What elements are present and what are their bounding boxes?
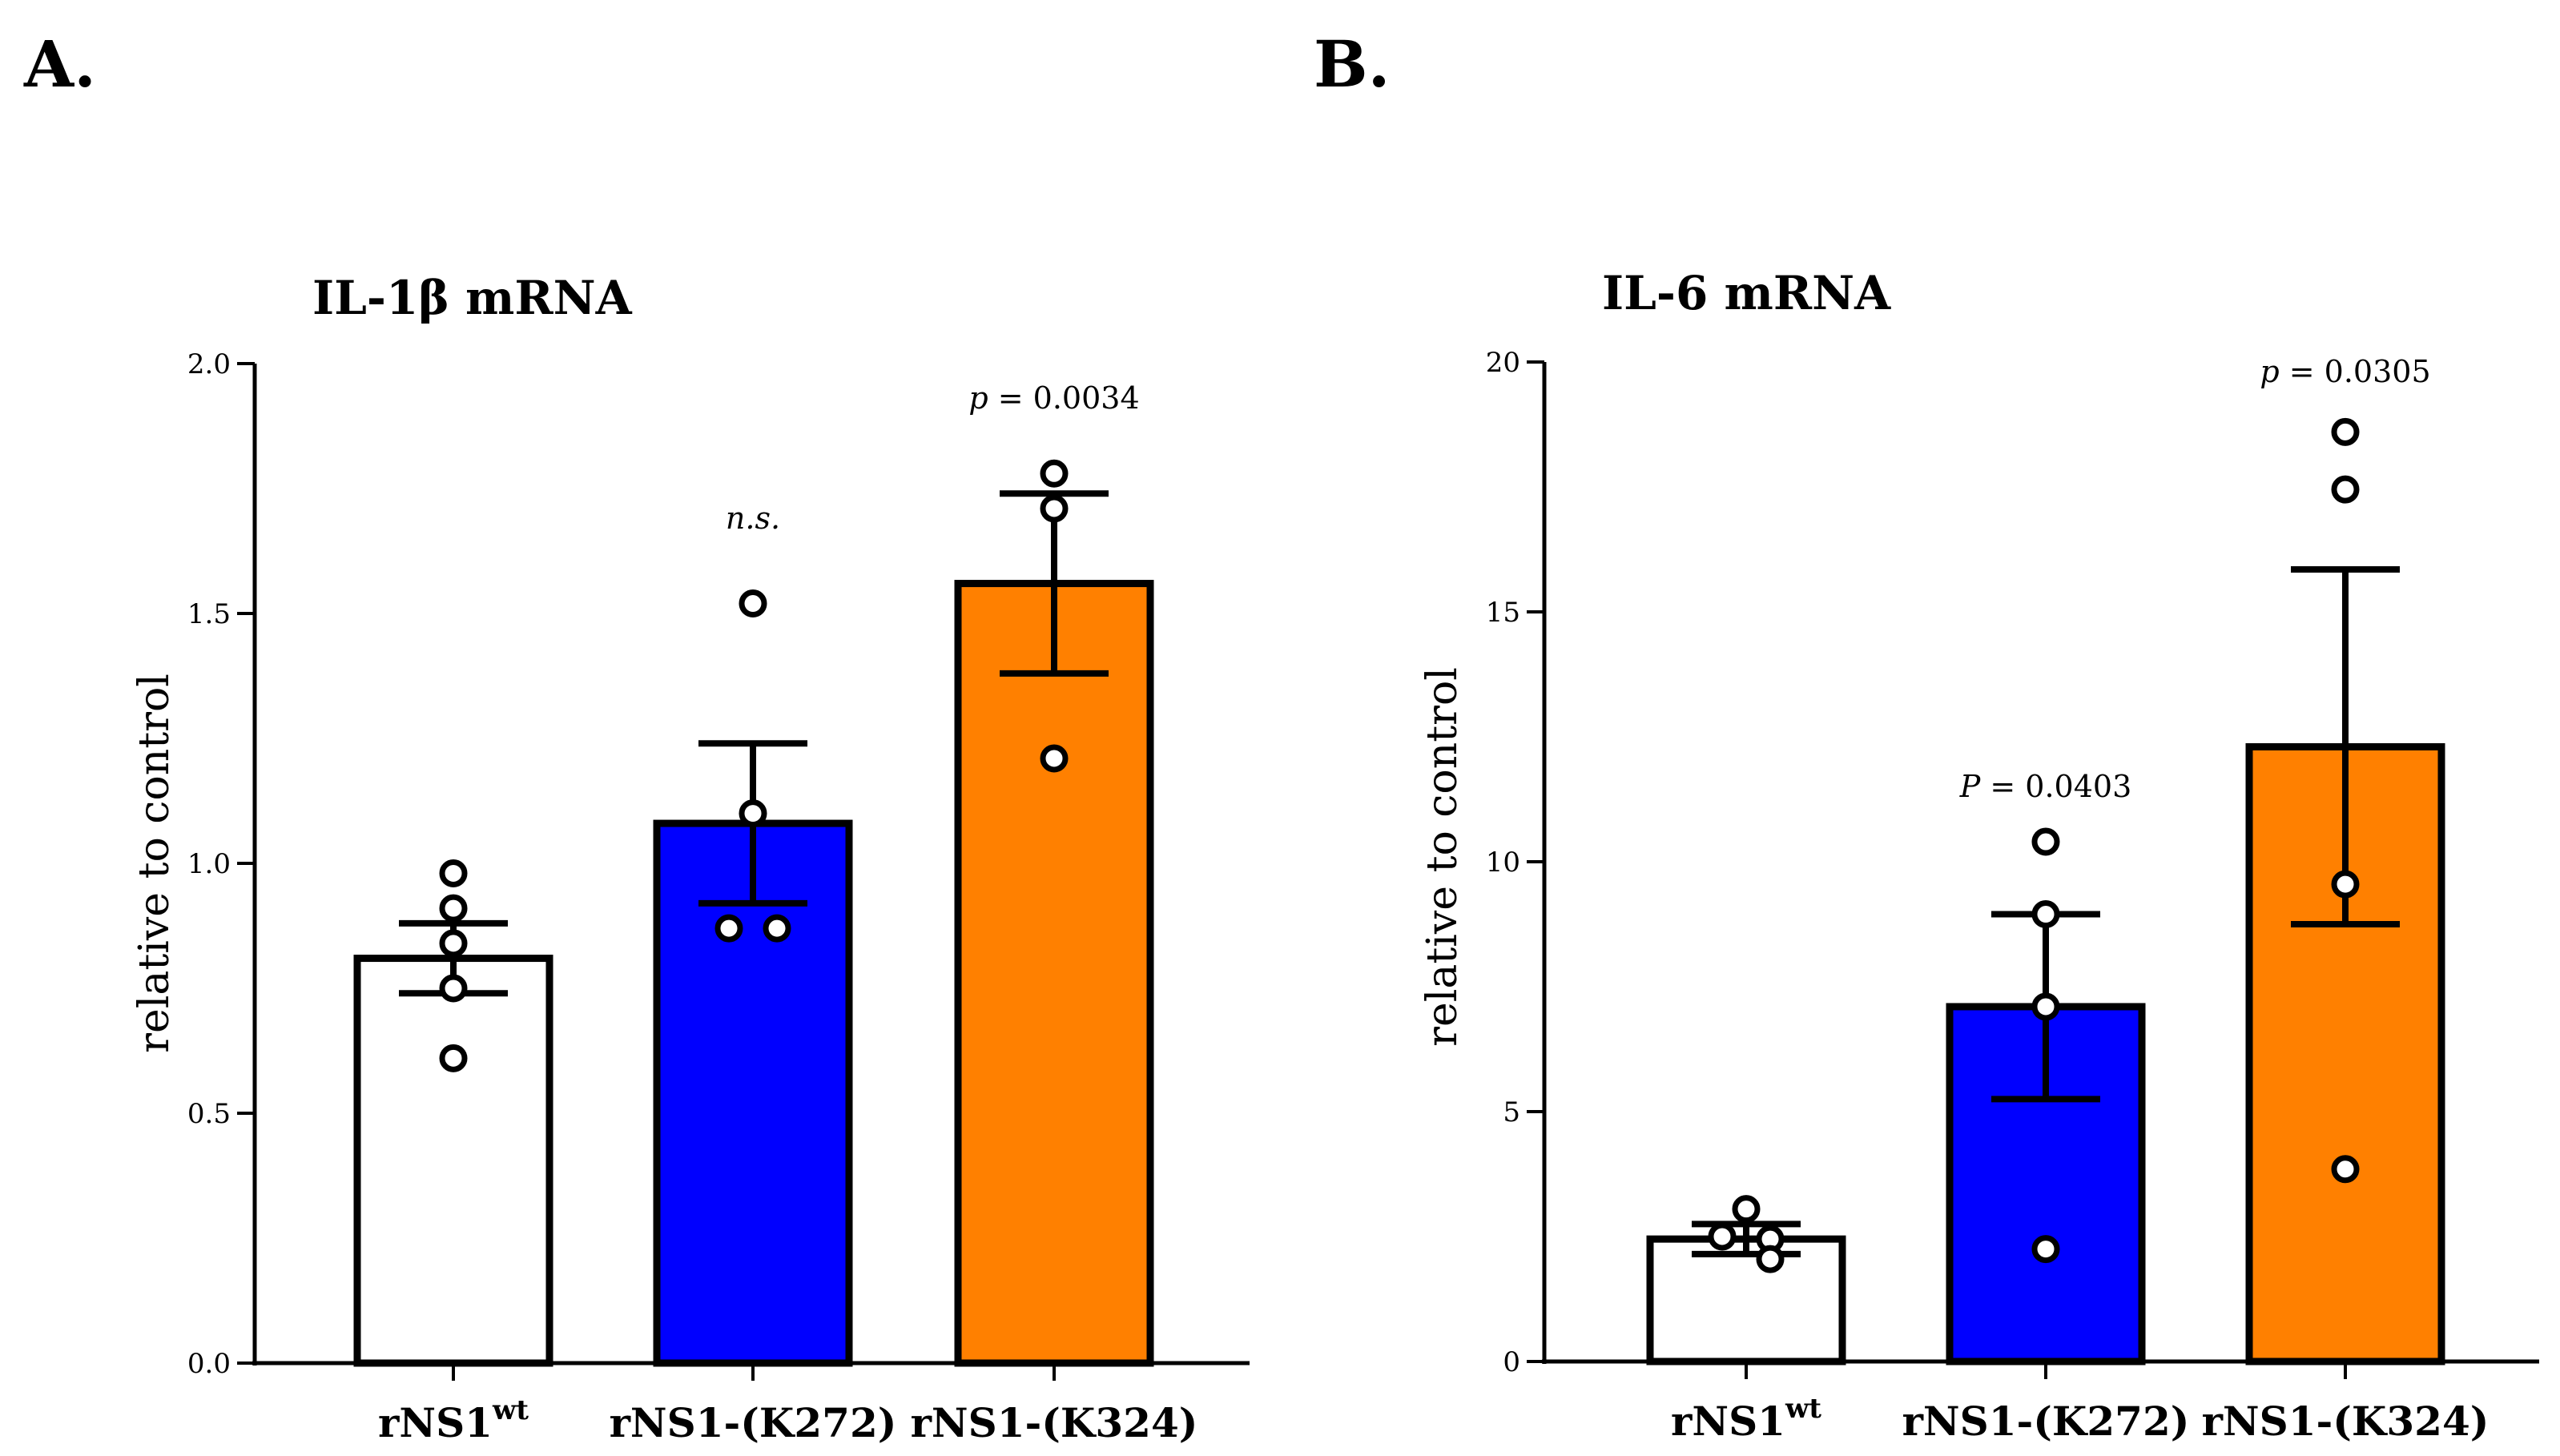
panel-b-y-tick-label: 5 — [1503, 1096, 1520, 1128]
panel-a-annotation: p = 0.0034 — [968, 380, 1139, 416]
panel-b-data-point — [2331, 417, 2360, 446]
panel-a-category-label-1: rNS1wt — [378, 1394, 529, 1446]
panel-a-data-point — [439, 859, 468, 887]
panel-b-data-point — [1708, 1222, 1737, 1251]
panel-b-data-point — [2031, 992, 2060, 1021]
panel-b-data-point — [1756, 1245, 1785, 1273]
panel-a-y-tick-label: 2.0 — [187, 348, 231, 380]
panel-b-y-axis-label: relative to control — [1419, 667, 1467, 1047]
panel-a-data-point — [439, 929, 468, 958]
panel-a-data-point — [439, 1044, 468, 1072]
panel-a-data-point — [439, 974, 468, 1003]
panel-a-data-point — [739, 589, 767, 618]
panel-b-plot-area: 0 5 10 15 20 rNS1wt rNS1-(K272) rNS1-(K324) P = … — [1486, 347, 2539, 1445]
panel-a-y-axis-label: relative to control — [131, 674, 179, 1053]
panel-b-data-point — [2331, 870, 2360, 899]
panel-a-annotation: n.s. — [726, 501, 780, 536]
panel-b-category-label-3: rNS1-(K324) — [2202, 1398, 2490, 1445]
panel-b-error-bar-3 — [2291, 565, 2400, 927]
panel-b-category-label-2: rNS1-(K272) — [1902, 1398, 2190, 1445]
panel-a-category-label-3: rNS1-(K324) — [911, 1399, 1198, 1446]
panel-a-bar-1 — [353, 955, 553, 1367]
panel-b-category-label-1: rNS1wt — [1671, 1393, 1821, 1445]
panel-b: B. IL-6 mRNA relative to control 0 5 10 15 2… — [1314, 26, 2539, 1445]
panel-b-annotation: p = 0.0305 — [2260, 354, 2430, 389]
panel-b-data-point — [2031, 827, 2060, 856]
panel-b-title: IL-6 mRNA — [1602, 266, 1891, 320]
panel-a-data-point — [714, 914, 743, 943]
panel-a-letter: A. — [23, 26, 96, 102]
panel-a-plot-area: 0.0 0.5 1.0 1.5 2.0 rNS1wt rNS1-(K272) rNS1-(K3… — [187, 348, 1250, 1446]
panel-a-data-point — [1040, 459, 1069, 488]
panel-b-data-point — [2031, 1235, 2060, 1264]
panel-a-data-point — [739, 799, 767, 828]
panel-a: A. IL-1β mRNA relative to control 0.0 0.5… — [23, 26, 1250, 1446]
panel-b-data-point — [2331, 1155, 2360, 1184]
panel-a-category-label-2: rNS1-(K272) — [610, 1399, 897, 1446]
panel-a-data-point — [1040, 494, 1069, 523]
panel-b-y-tick-label: 15 — [1486, 597, 1520, 629]
panel-b-y-tick-label: 20 — [1486, 347, 1520, 379]
panel-a-error-bar-3 — [1000, 490, 1109, 677]
panel-a-bar-2 — [653, 819, 853, 1367]
panel-b-y-tick-label: 10 — [1486, 847, 1520, 879]
panel-a-data-point — [1040, 744, 1069, 773]
panel-b-annotation: P = 0.0403 — [1959, 769, 2132, 804]
panel-a-data-point — [439, 894, 468, 923]
panel-b-data-point — [1732, 1195, 1761, 1224]
panel-a-data-point — [763, 914, 791, 943]
panel-b-bar-1 — [1646, 1235, 1846, 1366]
panel-b-data-point — [2331, 475, 2360, 504]
panel-a-bar-3 — [954, 580, 1154, 1367]
panel-a-y-tick-label: 0.5 — [187, 1098, 231, 1130]
panel-b-letter: B. — [1314, 26, 1390, 102]
panel-a-y-tick-label: 0.0 — [187, 1348, 231, 1380]
panel-a-y-tick-label: 1.5 — [187, 598, 231, 630]
panel-a-y-tick-label: 1.0 — [187, 848, 231, 880]
panel-a-title: IL-1β mRNA — [312, 271, 633, 325]
panel-b-y-tick-label: 0 — [1503, 1346, 1520, 1378]
panel-b-data-point — [2031, 900, 2060, 929]
